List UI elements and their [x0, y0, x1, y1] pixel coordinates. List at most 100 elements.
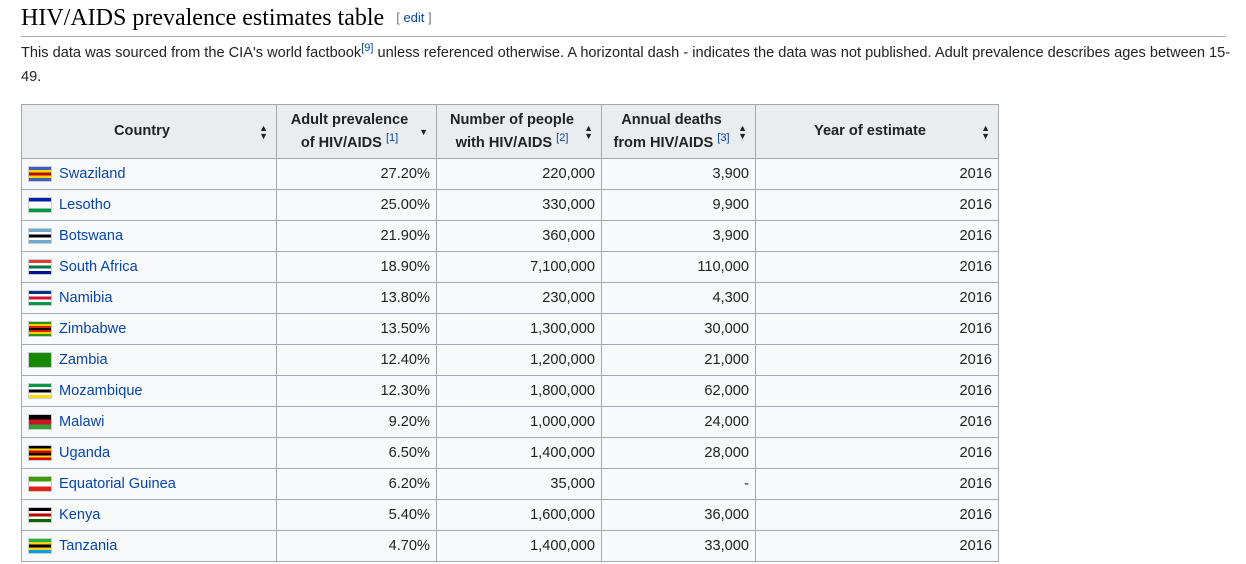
cell-adult-prevalence: 6.20% [276, 468, 437, 500]
sort-both-icon[interactable]: ▲ ▼ [981, 122, 990, 141]
flag-icon[interactable] [28, 383, 52, 400]
cell-year: 2016 [755, 189, 999, 221]
flag-icon[interactable] [28, 197, 52, 214]
cell-country: Namibia [21, 282, 277, 314]
table-row: Zimbabwe 13.50% 1,300,000 30,000 2016 [21, 313, 999, 345]
cell-year: 2016 [755, 406, 999, 438]
header-country[interactable]: Country ▲ ▼ [21, 104, 277, 159]
cell-annual-deaths: - [601, 468, 756, 500]
cell-number-of-people: 230,000 [436, 282, 602, 314]
flag-icon[interactable] [28, 321, 52, 338]
flag-icon[interactable] [28, 290, 52, 307]
cell-adult-prevalence: 6.50% [276, 437, 437, 469]
cell-number-of-people: 1,300,000 [436, 313, 602, 345]
header-deaths-line1: Annual deaths [621, 111, 722, 128]
header-year-label: Year of estimate [814, 123, 926, 139]
cell-number-of-people: 1,400,000 [436, 437, 602, 469]
cell-adult-prevalence: 12.40% [276, 344, 437, 376]
header-country-label: Country [114, 123, 170, 139]
cell-number-of-people: 7,100,000 [436, 251, 602, 283]
cell-adult-prevalence: 9.20% [276, 406, 437, 438]
table-body: Swaziland 27.20% 220,000 3,900 2016 Lesotho 25… [21, 158, 999, 562]
table-row: Namibia 13.80% 230,000 4,300 2016 [21, 282, 999, 314]
reference-9-link[interactable]: [9] [361, 42, 374, 55]
header-year-of-estimate[interactable]: Year of estimate ▲ ▼ [755, 104, 999, 159]
cell-country: Equatorial Guinea [21, 468, 277, 500]
cell-year: 2016 [755, 251, 999, 283]
flag-icon[interactable] [28, 507, 52, 524]
header-annual-deaths[interactable]: Annual deaths from HIV/AIDS [3] ▲ ▼ [601, 104, 756, 159]
cell-annual-deaths: 3,900 [601, 158, 756, 190]
cell-country: Zambia [21, 344, 277, 376]
table-row: Uganda 6.50% 1,400,000 28,000 2016 [21, 437, 999, 469]
cell-year: 2016 [755, 437, 999, 469]
cell-annual-deaths: 4,300 [601, 282, 756, 314]
table-header-row: Country ▲ ▼ Adult prevalence of HIV/AIDS … [21, 104, 999, 159]
header-adult-prevalence[interactable]: Adult prevalence of HIV/AIDS [1] ▼ [276, 104, 437, 159]
cell-adult-prevalence: 5.40% [276, 499, 437, 531]
country-link[interactable]: Lesotho [59, 197, 111, 214]
flag-icon[interactable] [28, 538, 52, 555]
country-link[interactable]: Namibia [59, 290, 113, 307]
flag-icon[interactable] [28, 445, 52, 462]
flag-icon[interactable] [28, 414, 52, 431]
reference-2-link[interactable]: [2] [556, 131, 569, 144]
table-row: Mozambique 12.30% 1,800,000 62,000 2016 [21, 375, 999, 407]
country-link[interactable]: Botswana [59, 228, 124, 245]
intro-text-2: unless referenced otherwise. A horizonta… [21, 45, 1231, 85]
table-row: Malawi 9.20% 1,000,000 24,000 2016 [21, 406, 999, 438]
sort-both-icon[interactable]: ▲ ▼ [259, 122, 268, 141]
edit-section: [ edit ] [396, 10, 432, 25]
cell-country: South Africa [21, 251, 277, 283]
cell-annual-deaths: 3,900 [601, 220, 756, 252]
cell-annual-deaths: 30,000 [601, 313, 756, 345]
reference-3-link[interactable]: [3] [717, 131, 730, 144]
flag-icon[interactable] [28, 476, 52, 493]
flag-icon[interactable] [28, 166, 52, 183]
reference-1-link[interactable]: [1] [385, 131, 399, 144]
flag-icon[interactable] [28, 352, 52, 369]
sort-both-icon[interactable]: ▲ ▼ [584, 122, 593, 141]
reference-3: [3] [717, 132, 729, 144]
sort-both-icon[interactable]: ▲ ▼ [738, 122, 747, 141]
country-link[interactable]: Malawi [59, 414, 105, 431]
cell-number-of-people: 1,000,000 [436, 406, 602, 438]
cell-adult-prevalence: 4.70% [276, 530, 437, 562]
table-row: Lesotho 25.00% 330,000 9,900 2016 [21, 189, 999, 221]
cell-country: Kenya [21, 499, 277, 531]
cell-country: Zimbabwe [21, 313, 277, 345]
header-people-line1: Number of people [449, 111, 575, 128]
table-row: Swaziland 27.20% 220,000 3,900 2016 [21, 158, 999, 190]
table-row: Botswana 21.90% 360,000 3,900 2016 [21, 220, 999, 252]
cell-number-of-people: 1,400,000 [436, 530, 602, 562]
cell-annual-deaths: 110,000 [601, 251, 756, 283]
cell-adult-prevalence: 13.50% [276, 313, 437, 345]
flag-icon[interactable] [28, 228, 52, 245]
cell-year: 2016 [755, 313, 999, 345]
country-link[interactable]: Zambia [59, 352, 108, 369]
country-link[interactable]: Equatorial Guinea [59, 476, 176, 493]
cell-number-of-people: 1,600,000 [436, 499, 602, 531]
cell-annual-deaths: 33,000 [601, 530, 756, 562]
edit-link[interactable]: edit [403, 10, 425, 25]
table-row: Tanzania 4.70% 1,400,000 33,000 2016 [21, 530, 999, 562]
country-link[interactable]: Uganda [59, 445, 111, 462]
country-link[interactable]: Kenya [59, 507, 101, 524]
header-deaths-line2: from HIV/AIDS [613, 134, 714, 151]
cell-adult-prevalence: 21.90% [276, 220, 437, 252]
cell-country: Botswana [21, 220, 277, 252]
cell-year: 2016 [755, 282, 999, 314]
country-link[interactable]: Tanzania [59, 538, 118, 555]
country-link[interactable]: South Africa [59, 259, 138, 276]
cell-number-of-people: 1,200,000 [436, 344, 602, 376]
sort-descending-icon[interactable]: ▼ [419, 126, 428, 137]
reference-1: [1] [386, 132, 398, 144]
country-link[interactable]: Swaziland [59, 166, 126, 183]
cell-country: Mozambique [21, 375, 277, 407]
cell-country: Malawi [21, 406, 277, 438]
country-link[interactable]: Mozambique [59, 383, 143, 400]
flag-icon[interactable] [28, 259, 52, 276]
country-link[interactable]: Zimbabwe [59, 321, 127, 338]
header-number-of-people[interactable]: Number of people with HIV/AIDS [2] ▲ ▼ [436, 104, 602, 159]
cell-annual-deaths: 24,000 [601, 406, 756, 438]
